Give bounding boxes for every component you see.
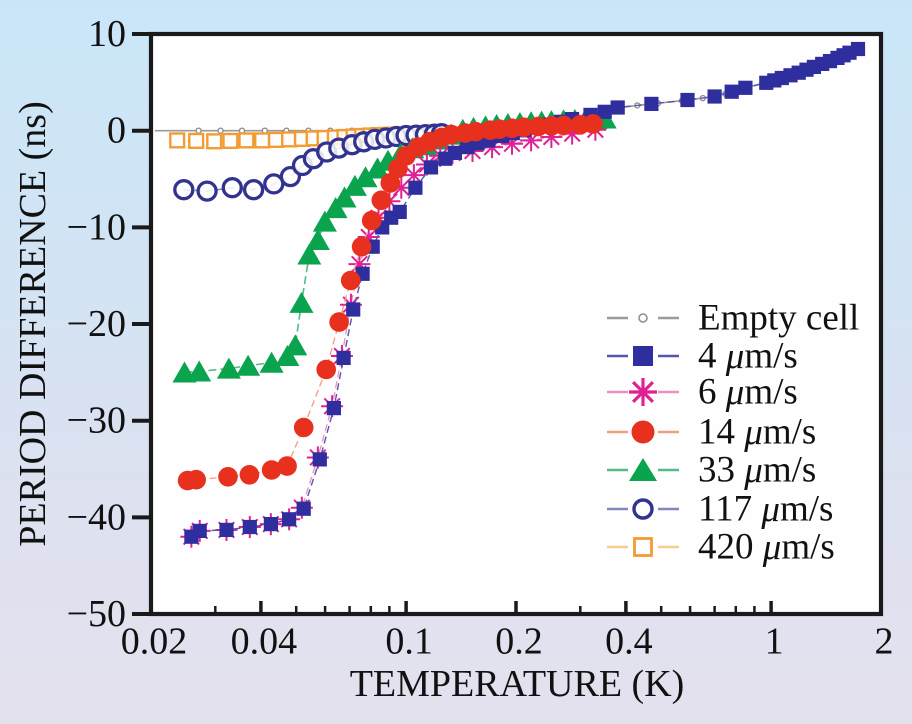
svg-text:14 μm/s: 14 μm/s <box>698 412 816 453</box>
svg-text:420 μm/s: 420 μm/s <box>698 527 835 568</box>
svg-text:0.2: 0.2 <box>495 621 543 663</box>
svg-text:6 μm/s: 6 μm/s <box>698 372 798 413</box>
svg-text:0: 0 <box>107 110 126 152</box>
svg-text:4 μm/s: 4 μm/s <box>698 336 798 377</box>
svg-text:TEMPERATURE (K): TEMPERATURE (K) <box>350 663 685 705</box>
svg-text:−10: −10 <box>67 206 126 248</box>
svg-text:−20: −20 <box>67 303 126 345</box>
svg-text:0.4: 0.4 <box>605 621 653 663</box>
svg-text:Empty cell: Empty cell <box>698 298 859 339</box>
svg-text:1: 1 <box>765 621 784 663</box>
svg-text:PERIOD DIFFERENCE (ns): PERIOD DIFFERENCE (ns) <box>12 101 54 546</box>
svg-text:−40: −40 <box>67 496 126 538</box>
svg-text:0.1: 0.1 <box>385 621 433 663</box>
svg-text:0.04: 0.04 <box>231 621 298 663</box>
svg-text:−30: −30 <box>67 400 126 442</box>
svg-text:10: 10 <box>88 13 126 55</box>
svg-text:117 μm/s: 117 μm/s <box>698 489 833 530</box>
svg-text:0.02: 0.02 <box>121 621 188 663</box>
svg-text:−50: −50 <box>67 593 126 635</box>
svg-text:2: 2 <box>875 621 894 663</box>
svg-text:33 μm/s: 33 μm/s <box>698 450 816 491</box>
